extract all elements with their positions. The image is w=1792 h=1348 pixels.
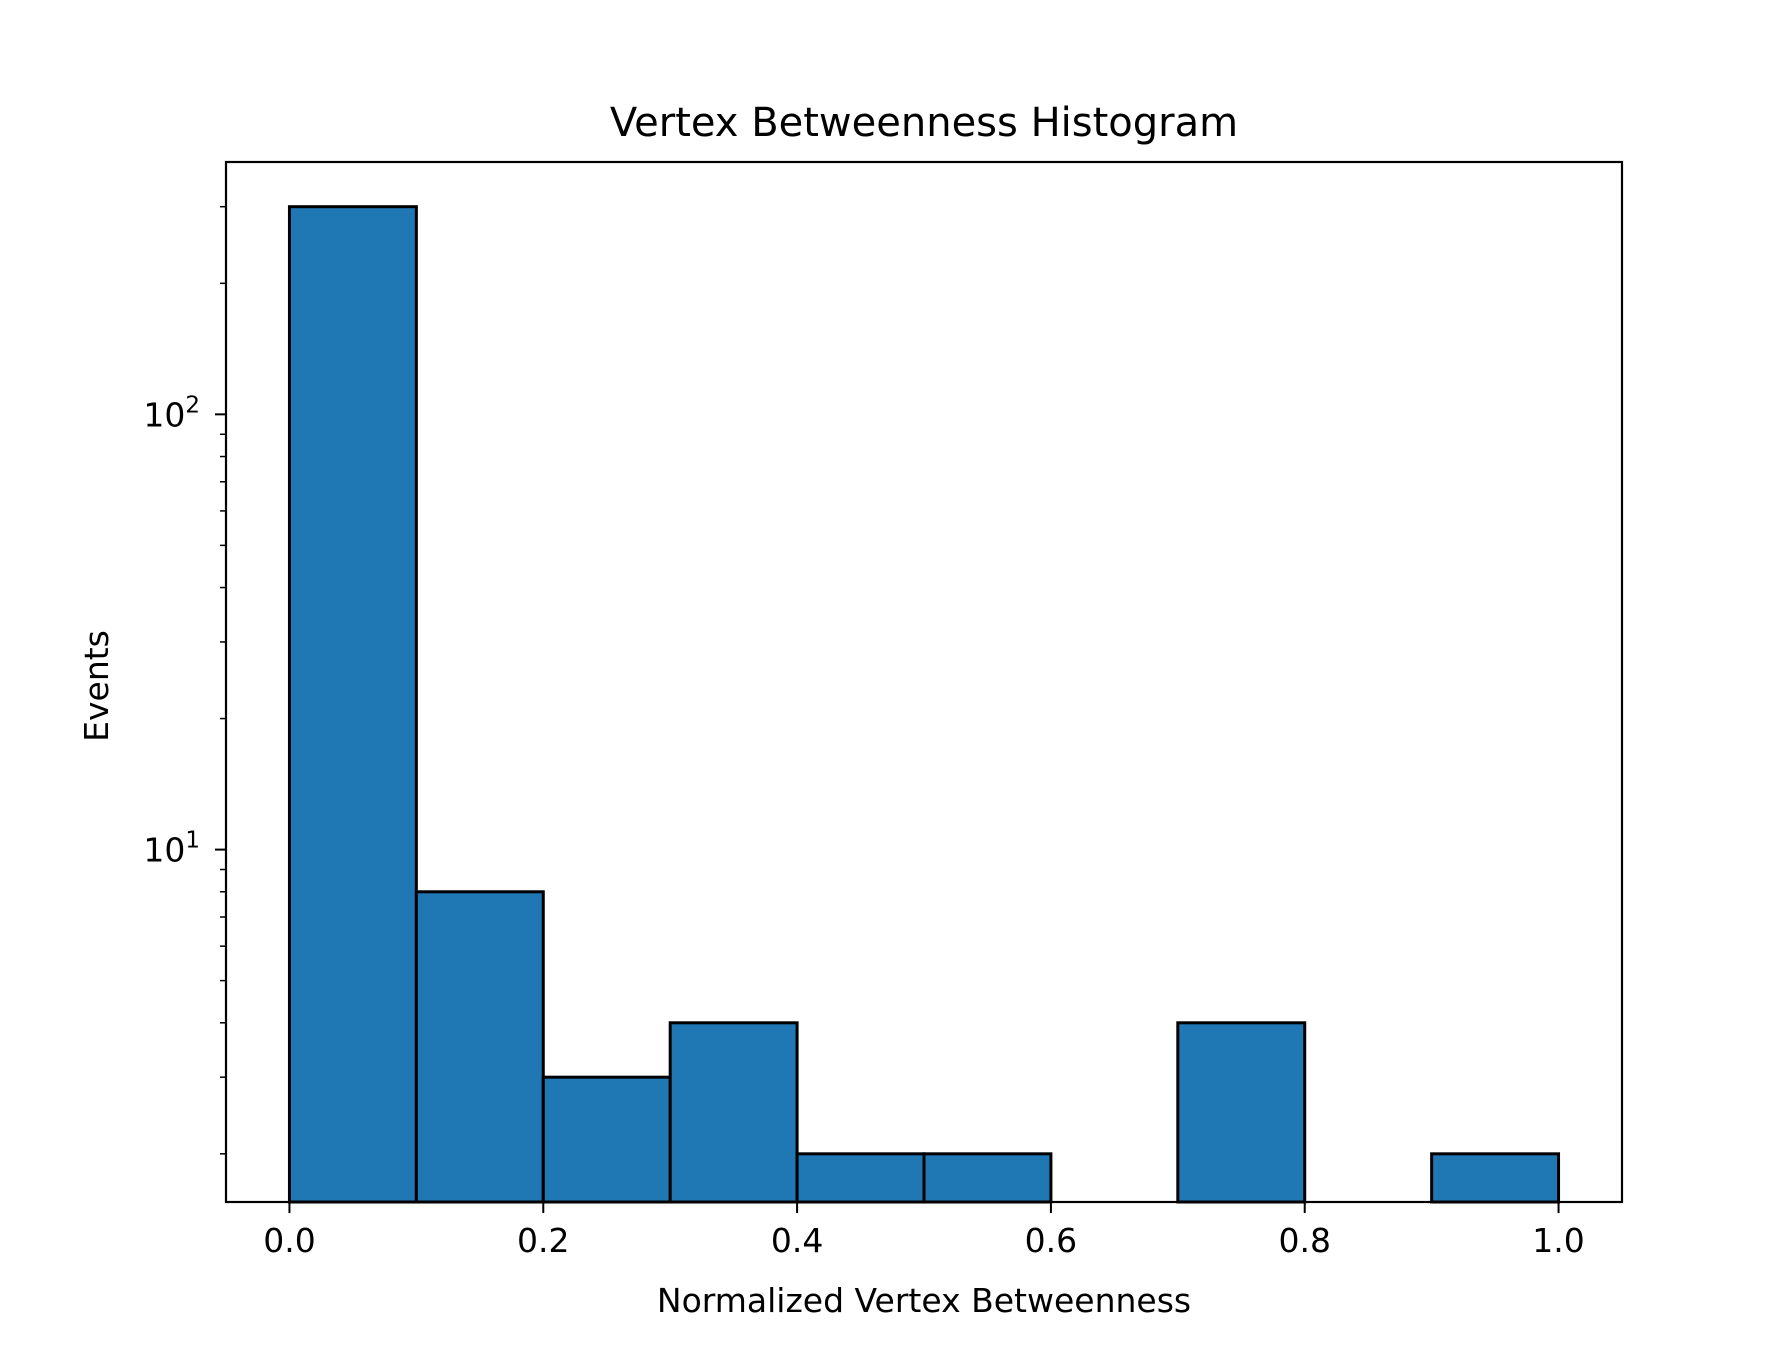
chart-title: Vertex Betweenness Histogram bbox=[610, 100, 1238, 146]
y-tick-label-exponent: 1 bbox=[185, 828, 200, 854]
x-tick-label-4: 0.8 bbox=[1278, 1221, 1330, 1260]
histogram-bar-9 bbox=[1430, 1152, 1561, 1204]
x-axis-label: Normalized Vertex Betweenness bbox=[657, 1281, 1191, 1320]
y-tick-label-exponent: 2 bbox=[185, 392, 200, 418]
x-tick-label-5: 1.0 bbox=[1532, 1221, 1584, 1260]
histogram-bar-3 bbox=[668, 1021, 799, 1204]
y-tick-label-base: 10 bbox=[143, 831, 185, 870]
y-tick-label-base: 10 bbox=[143, 395, 185, 434]
histogram-bar-5 bbox=[922, 1152, 1053, 1204]
x-axis-ticks: 0.0 0.2 0.4 0.6 0.8 1.0 bbox=[263, 1202, 1585, 1260]
histogram-bar-2 bbox=[541, 1075, 672, 1204]
plot-frame bbox=[224, 160, 1624, 1204]
y-axis-label: Events bbox=[77, 630, 116, 742]
histogram-bar-1 bbox=[414, 890, 545, 1204]
histogram-bar-0 bbox=[287, 205, 418, 1204]
x-tick-label-1: 0.2 bbox=[517, 1221, 569, 1260]
x-tick-label-0: 0.0 bbox=[263, 1221, 315, 1260]
y-tick-label-1: 102 bbox=[143, 392, 200, 434]
x-tick-label-3: 0.6 bbox=[1025, 1221, 1077, 1260]
bars-layer bbox=[287, 205, 1561, 1204]
histogram-bar-4 bbox=[795, 1152, 926, 1204]
y-tick-label-0: 101 bbox=[143, 828, 200, 870]
histogram-bar-7 bbox=[1176, 1021, 1307, 1204]
x-tick-label-2: 0.4 bbox=[771, 1221, 823, 1260]
